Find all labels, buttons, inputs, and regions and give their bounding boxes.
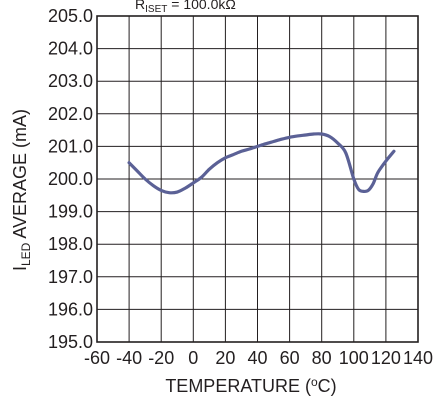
x-tick-labels: -60 -40 -20 0 20 40 60 80 100 120 140 bbox=[84, 348, 433, 368]
y-tick-label: 196.0 bbox=[48, 299, 93, 319]
x-tick-label: 140 bbox=[403, 348, 433, 368]
x-tick-label: 0 bbox=[188, 348, 198, 368]
y-tick-label: 201.0 bbox=[48, 136, 93, 156]
y-tick-label: 203.0 bbox=[48, 71, 93, 91]
title-rset: RISET = 100.0kΩ bbox=[135, 0, 236, 15]
y-tick-label: 198.0 bbox=[48, 234, 93, 254]
y-tick-label: 200.0 bbox=[48, 169, 93, 189]
y-tick-label: 199.0 bbox=[48, 202, 93, 222]
x-tick-label: -60 bbox=[84, 348, 110, 368]
x-tick-label: 80 bbox=[312, 348, 332, 368]
y-axis-title: ILED AVERAGE (mA) bbox=[10, 109, 33, 271]
x-tick-label: 100 bbox=[339, 348, 369, 368]
x-tick-label: 40 bbox=[247, 348, 267, 368]
x-tick-label: 20 bbox=[215, 348, 235, 368]
x-tick-label: 60 bbox=[280, 348, 300, 368]
y-tick-label: 204.0 bbox=[48, 39, 93, 59]
x-tick-label: 120 bbox=[371, 348, 401, 368]
y-tick-labels: 195.0196.0197.0198.0199.0200.0201.0202.0… bbox=[48, 6, 93, 352]
x-tick-label: -40 bbox=[116, 348, 142, 368]
chart-title: RISET = 100.0kΩ bbox=[135, 0, 236, 15]
x-axis-title: TEMPERATURE (oC) bbox=[165, 375, 336, 396]
y-tick-label: 202.0 bbox=[48, 104, 93, 124]
x-tick-label: -20 bbox=[148, 348, 174, 368]
y-tick-label: 205.0 bbox=[48, 6, 93, 26]
y-tick-label: 197.0 bbox=[48, 267, 93, 287]
